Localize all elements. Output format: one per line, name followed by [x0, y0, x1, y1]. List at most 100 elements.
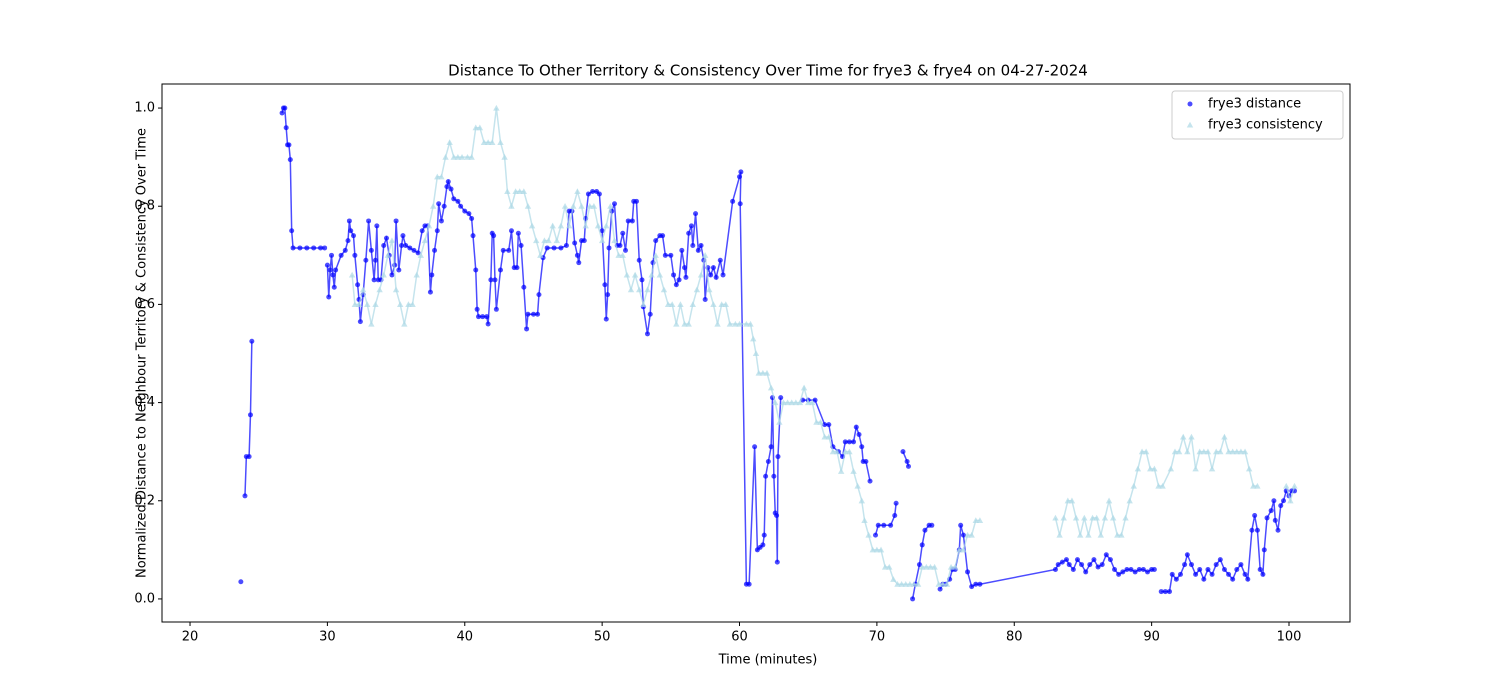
data-point	[345, 238, 351, 244]
data-point	[886, 563, 893, 570]
data-point	[873, 532, 879, 538]
data-point	[331, 284, 337, 290]
data-point	[574, 188, 581, 195]
data-point	[701, 252, 709, 258]
data-point	[905, 463, 911, 469]
data-point	[859, 444, 865, 450]
data-point	[763, 369, 771, 376]
data-point	[664, 301, 672, 307]
data-point	[1254, 527, 1260, 533]
data-point	[533, 237, 540, 244]
plot-area	[238, 104, 1298, 602]
data-point	[493, 104, 500, 111]
data-point	[603, 222, 610, 229]
data-point	[1151, 566, 1157, 572]
legend-label: frye3 distance	[1208, 97, 1301, 112]
data-point	[869, 546, 876, 553]
data-point	[894, 581, 901, 587]
data-point	[558, 245, 564, 251]
data-point	[1089, 514, 1096, 521]
data-point	[973, 581, 979, 587]
data-point	[858, 497, 865, 504]
data-point	[1261, 547, 1267, 553]
data-point	[697, 271, 705, 278]
data-point	[732, 320, 739, 327]
data-point	[446, 139, 453, 145]
data-point	[919, 563, 926, 570]
data-point	[1287, 497, 1294, 504]
data-point	[238, 579, 244, 585]
data-point	[1166, 589, 1172, 595]
data-point	[551, 245, 557, 251]
data-point	[1171, 448, 1179, 455]
data-point	[1169, 571, 1175, 577]
legend-label: frye3 consistency	[1208, 118, 1323, 133]
data-point	[772, 399, 779, 406]
data-point	[368, 320, 375, 327]
data-point	[350, 233, 356, 239]
data-point	[821, 433, 828, 440]
data-point	[702, 296, 708, 302]
data-point	[837, 468, 845, 474]
data-point	[348, 271, 356, 278]
data-point	[585, 191, 591, 197]
data-point	[381, 242, 387, 248]
data-point	[914, 581, 922, 587]
data-point	[1275, 527, 1281, 533]
data-point	[1087, 562, 1093, 568]
data-point	[916, 562, 922, 568]
data-point	[346, 218, 352, 224]
data-point	[1120, 569, 1126, 575]
data-point	[411, 247, 417, 253]
data-point	[393, 218, 399, 224]
data-point	[444, 184, 450, 190]
data-point	[374, 223, 380, 229]
data-point	[1101, 514, 1109, 521]
data-point	[421, 237, 429, 244]
data-point	[1226, 571, 1232, 577]
data-point	[371, 277, 377, 283]
data-point	[397, 301, 404, 307]
data-point	[399, 242, 405, 248]
data-point	[1281, 498, 1287, 504]
data-point	[873, 546, 881, 553]
data-point	[1147, 465, 1154, 472]
data-point	[1182, 562, 1188, 568]
data-point	[755, 369, 762, 376]
data-point	[283, 125, 289, 131]
data-point	[368, 247, 374, 253]
data-point	[902, 581, 909, 587]
data-point	[464, 153, 471, 160]
data-point	[586, 203, 593, 209]
data-point	[380, 271, 387, 278]
data-point	[1059, 559, 1065, 565]
data-point	[951, 563, 959, 570]
data-point	[445, 179, 451, 185]
data-point	[572, 240, 578, 246]
data-point	[1124, 566, 1130, 572]
data-point	[599, 228, 605, 234]
data-point	[247, 412, 253, 418]
data-point	[355, 282, 361, 288]
data-point	[677, 301, 684, 307]
data-point	[458, 153, 466, 160]
data-point	[673, 282, 679, 288]
data-point	[1126, 497, 1133, 504]
data-point	[1138, 448, 1146, 455]
data-point	[851, 439, 857, 445]
data-point	[768, 444, 774, 450]
data-point	[1213, 562, 1219, 568]
data-point	[714, 320, 721, 327]
data-point	[1242, 571, 1248, 577]
data-point	[625, 218, 631, 224]
data-point	[462, 208, 468, 214]
data-point	[544, 245, 550, 251]
data-point	[1180, 433, 1187, 440]
data-point	[693, 211, 699, 217]
data-point	[761, 532, 767, 538]
data-point	[778, 395, 784, 401]
data-point	[1128, 566, 1134, 572]
data-point	[881, 563, 889, 570]
data-point	[752, 444, 758, 450]
data-point	[324, 262, 330, 268]
